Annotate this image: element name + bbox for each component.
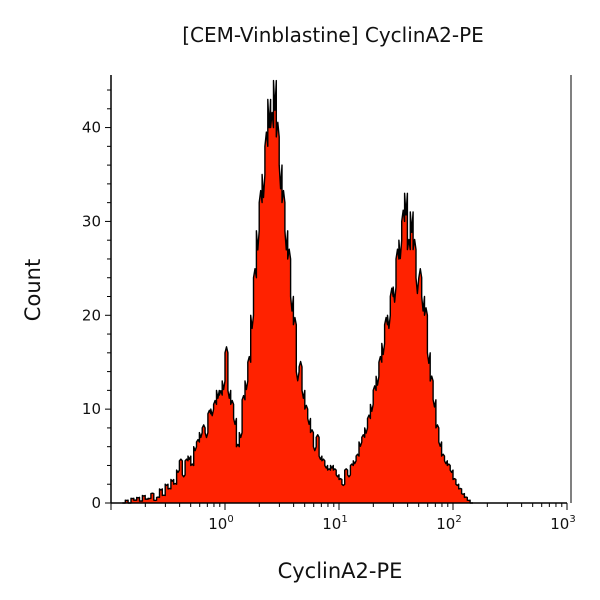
y-tick-label: 0 (91, 494, 101, 512)
y-axis-label: Count (21, 259, 45, 321)
y-tick-label: 30 (82, 212, 101, 230)
x-axis-label: CyclinA2-PE (278, 559, 403, 583)
x-tick-label: 102 (436, 514, 461, 533)
histogram-outline (122, 79, 473, 504)
axes: 0 10 20 30 40 100 101 102 103 (82, 75, 576, 533)
y-tick-label: 20 (82, 306, 101, 324)
x-tick-label: 103 (550, 514, 575, 533)
plot-area (122, 79, 474, 504)
y-tick-label: 40 (82, 119, 101, 137)
x-tick-label: 100 (208, 514, 233, 533)
chart-title: [CEM-Vinblastine] CyclinA2-PE (182, 23, 484, 47)
y-tick-label: 10 (82, 400, 101, 418)
x-tick-label: 101 (322, 514, 347, 533)
histogram-fill (122, 80, 474, 503)
